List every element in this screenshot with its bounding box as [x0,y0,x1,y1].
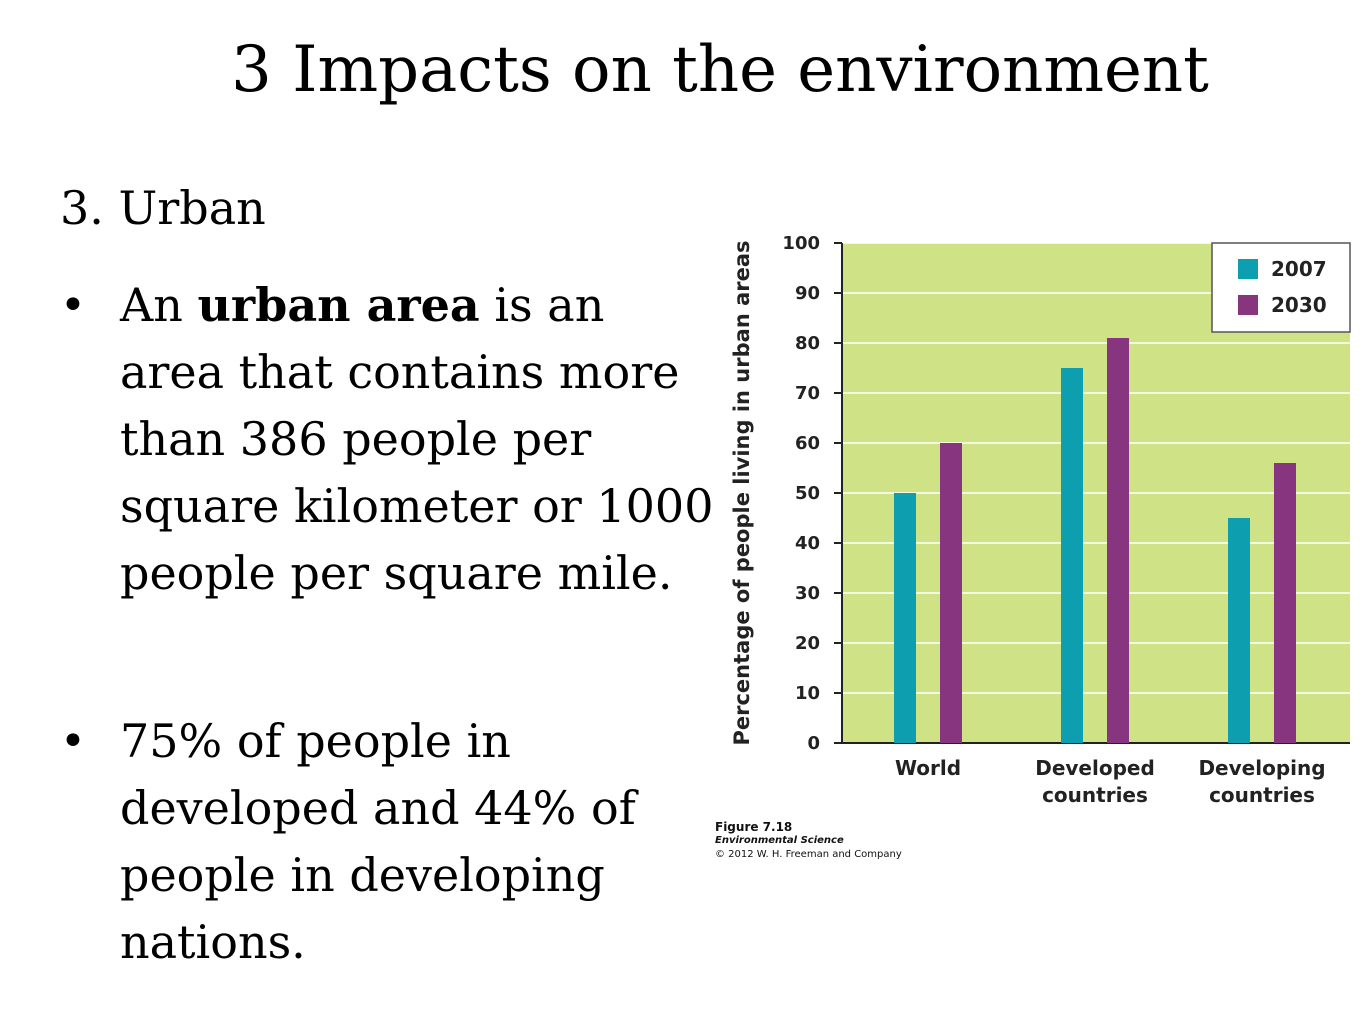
y-tick-label: 0 [807,733,820,754]
y-axis-label: Percentage of people living in urban are… [730,240,754,745]
section-heading: 3. Urban [60,181,266,235]
bullet-urban-percentages: • 75% of people in developed and 44% of … [60,708,720,976]
bullet-dot: • [60,280,86,331]
bullet-text-start: 75% of people in developed and 44% of pe… [120,714,636,969]
bar-2030-3 [1274,463,1296,743]
bullet-dot: • [60,716,86,767]
slide-title: 3 Impacts on the environment [231,33,1209,107]
y-tick-label: 80 [795,333,820,354]
bullet-text-start: An [120,278,198,332]
y-tick-label: 20 [795,633,820,654]
legend-swatch-2007 [1238,259,1258,279]
bar-2007-2 [1061,368,1083,743]
bullet-text: An urban area is an area that contains m… [120,272,720,607]
bullet-text-end: is an area that contains more than 386 p… [120,278,714,600]
y-tick-label: 70 [795,383,820,404]
bar-2030-2 [1107,338,1129,743]
figure-book-title: Environmental Science [715,835,844,846]
x-category-label: Developed [1035,756,1155,780]
x-category-label: countries [1209,783,1315,807]
bullet-bold-term: urban area [197,278,480,332]
bullet-text: 75% of people in developed and 44% of pe… [120,708,720,976]
legend-box [1211,242,1351,333]
legend-swatch-2030 [1238,295,1258,315]
y-tick-label: 10 [795,683,820,704]
bar-2030-1 [940,443,962,743]
y-tick-label: 60 [795,433,820,454]
figure-copyright: © 2012 W. H. Freeman and Company [715,849,902,860]
x-category-label: countries [1042,783,1148,807]
figure-caption: Figure 7.18 Environmental Science © 2012… [715,820,902,862]
y-tick-label: 100 [782,233,820,254]
y-tick-label: 30 [795,583,820,604]
y-tick-label: 90 [795,283,820,304]
legend-label: 2007 [1271,257,1327,281]
bullet-urban-area-definition: • An urban area is an area that contains… [60,272,720,607]
y-tick-label: 40 [795,533,820,554]
legend-label: 2030 [1271,293,1327,317]
bar-2007-3 [1228,518,1250,743]
x-category-label: World [895,756,961,780]
bar-2007-1 [894,493,916,743]
figure-number: Figure 7.18 [715,820,793,834]
x-category-label: Developing [1198,756,1325,780]
y-tick-label: 50 [795,483,820,504]
